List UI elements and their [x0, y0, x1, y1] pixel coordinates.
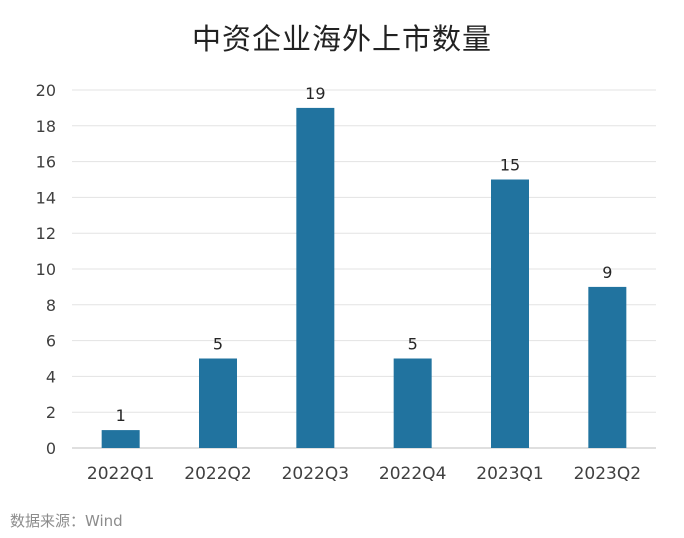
bars [101, 107, 627, 449]
data-label: 1 [116, 406, 126, 425]
x-tick-label: 2023Q1 [476, 464, 543, 484]
y-tick-label: 18 [36, 117, 56, 136]
x-tick-label: 2022Q2 [184, 464, 251, 484]
x-tick-label: 2022Q4 [379, 464, 446, 484]
bar-2022q2 [199, 358, 237, 448]
y-tick-label: 16 [36, 153, 56, 172]
y-tick-label: 8 [46, 296, 56, 315]
y-tick-label: 2 [46, 403, 56, 422]
data-label: 19 [305, 84, 325, 103]
y-tick-label: 12 [36, 224, 56, 243]
x-tick-label: 2022Q3 [282, 464, 349, 484]
bar-2022q4 [393, 358, 432, 448]
bar-2022q1 [101, 430, 140, 448]
gridlines [72, 89, 656, 449]
y-axis-ticks: 0 2 4 6 8 10 12 14 16 18 20 [36, 81, 56, 458]
chart-title: 中资企业海外上市数量 [191, 22, 492, 56]
data-label: 5 [408, 335, 418, 354]
y-tick-label: 14 [36, 188, 56, 207]
source-note: 数据来源：Wind [10, 512, 123, 530]
y-tick-label: 6 [46, 332, 56, 351]
bar-2023q1 [491, 179, 529, 448]
y-tick-label: 20 [36, 81, 56, 100]
x-axis-ticks: 2022Q1 2022Q2 2022Q3 2022Q4 2023Q1 2023Q2 [87, 464, 641, 484]
data-label: 9 [602, 263, 612, 282]
bar-2022q3 [296, 107, 335, 449]
data-label: 5 [213, 335, 223, 354]
y-tick-label: 0 [46, 439, 56, 458]
data-label: 15 [500, 156, 520, 175]
y-tick-label: 4 [46, 367, 56, 386]
y-tick-label: 10 [36, 260, 56, 279]
bar-2023q2 [588, 286, 627, 448]
x-tick-label: 2023Q2 [574, 464, 641, 484]
x-tick-label: 2022Q1 [87, 464, 154, 484]
